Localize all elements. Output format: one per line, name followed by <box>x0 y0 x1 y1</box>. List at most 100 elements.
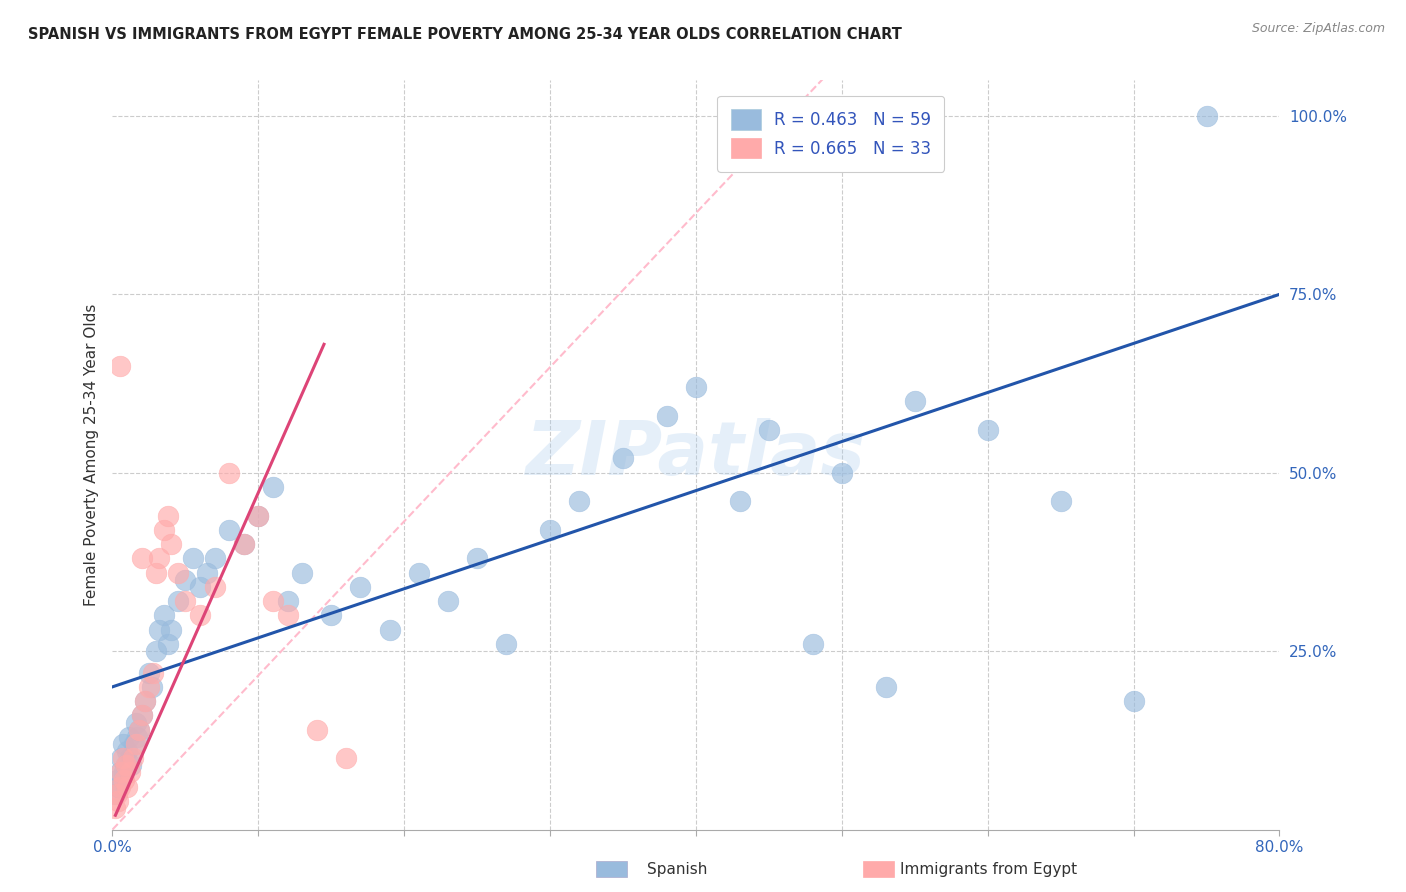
Point <box>728 494 751 508</box>
Point <box>831 466 853 480</box>
Point <box>152 608 174 623</box>
Point <box>120 758 142 772</box>
Point <box>107 794 129 808</box>
Point <box>122 751 145 765</box>
Point <box>685 380 707 394</box>
Point <box>105 772 128 787</box>
Point <box>904 394 927 409</box>
Point <box>321 608 343 623</box>
Point <box>105 787 128 801</box>
Point <box>181 551 204 566</box>
Point <box>335 751 357 765</box>
Point <box>145 566 167 580</box>
Point <box>1049 494 1071 508</box>
Point <box>218 523 240 537</box>
Point <box>112 772 135 787</box>
Point <box>125 737 148 751</box>
Text: ZIPatlas: ZIPatlas <box>526 418 866 491</box>
Point <box>160 537 183 551</box>
Point <box>148 623 170 637</box>
Point <box>232 537 254 551</box>
Point <box>188 580 211 594</box>
Point <box>655 409 678 423</box>
Point <box>131 708 153 723</box>
Point <box>148 551 170 566</box>
Point <box>108 765 131 780</box>
Point <box>128 723 150 737</box>
Point <box>276 608 298 623</box>
Point <box>875 680 897 694</box>
Point <box>115 780 138 794</box>
Point <box>112 765 135 780</box>
Text: SPANISH VS IMMIGRANTS FROM EGYPT FEMALE POVERTY AMONG 25-34 YEAR OLDS CORRELATIO: SPANISH VS IMMIGRANTS FROM EGYPT FEMALE … <box>28 27 903 42</box>
Point <box>305 723 328 737</box>
Point <box>1122 694 1144 708</box>
Point <box>156 637 179 651</box>
FancyBboxPatch shape <box>863 861 894 877</box>
Point <box>114 758 136 772</box>
Point <box>1195 109 1218 123</box>
Point <box>160 623 183 637</box>
Point <box>437 594 460 608</box>
Point <box>108 359 131 373</box>
Point <box>124 737 146 751</box>
Point <box>538 523 561 537</box>
Point <box>110 765 132 780</box>
Point <box>118 765 141 780</box>
Point <box>378 623 401 637</box>
Point <box>262 480 284 494</box>
Point <box>125 715 148 730</box>
Text: Immigrants from Egypt: Immigrants from Egypt <box>900 863 1077 877</box>
Point <box>976 423 998 437</box>
Point <box>111 751 134 765</box>
Point <box>218 466 240 480</box>
Point <box>127 730 149 744</box>
Point <box>801 637 824 651</box>
Point <box>568 494 591 508</box>
Point <box>118 751 141 765</box>
Text: Spanish: Spanish <box>647 863 707 877</box>
Legend: R = 0.463   N = 59, R = 0.665   N = 33: R = 0.463 N = 59, R = 0.665 N = 33 <box>717 96 945 172</box>
Point <box>138 680 160 694</box>
Point <box>134 694 156 708</box>
Point <box>276 594 298 608</box>
Point <box>204 580 226 594</box>
Point <box>232 537 254 551</box>
Point <box>138 665 160 680</box>
Point <box>107 780 129 794</box>
Point <box>115 744 138 758</box>
Point <box>195 566 218 580</box>
Point <box>108 780 131 794</box>
Point <box>111 737 134 751</box>
Point <box>131 708 153 723</box>
Point <box>408 566 430 580</box>
Point <box>167 594 190 608</box>
Point <box>262 594 284 608</box>
Y-axis label: Female Poverty Among 25-34 Year Olds: Female Poverty Among 25-34 Year Olds <box>83 304 98 606</box>
Text: Source: ZipAtlas.com: Source: ZipAtlas.com <box>1251 22 1385 36</box>
Point <box>465 551 488 566</box>
Point <box>174 573 197 587</box>
Point <box>495 637 517 651</box>
Point <box>141 680 163 694</box>
Point <box>134 694 156 708</box>
FancyBboxPatch shape <box>596 861 627 877</box>
Point <box>612 451 634 466</box>
Point <box>110 751 132 765</box>
Point <box>291 566 314 580</box>
Point <box>174 594 197 608</box>
Point <box>104 787 127 801</box>
Point <box>142 665 165 680</box>
Point <box>247 508 270 523</box>
Point <box>349 580 371 594</box>
Point <box>145 644 167 658</box>
Point <box>204 551 226 566</box>
Point <box>167 566 190 580</box>
Point <box>104 801 127 815</box>
Point <box>247 508 270 523</box>
Point <box>117 730 139 744</box>
Point <box>758 423 780 437</box>
Point <box>114 758 136 772</box>
Point <box>131 551 153 566</box>
Point <box>152 523 174 537</box>
